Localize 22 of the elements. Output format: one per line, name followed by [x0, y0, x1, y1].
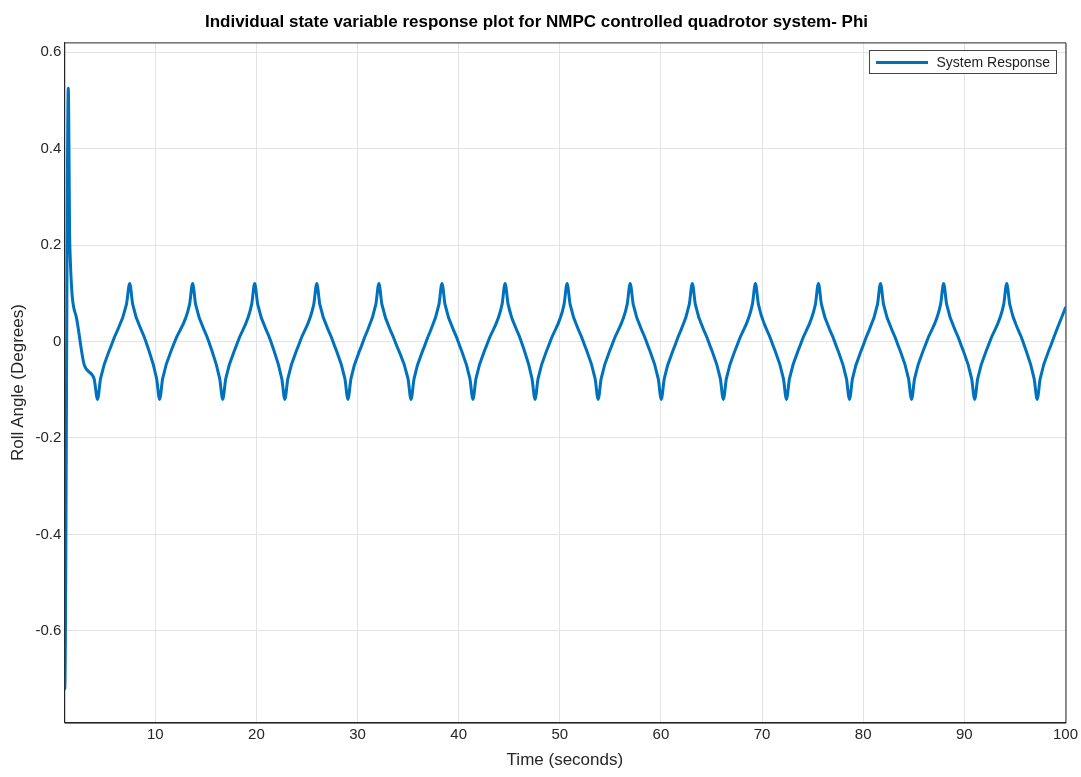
- y-tick-label: 0.4: [40, 138, 62, 156]
- x-tick-label: 30: [349, 724, 366, 742]
- x-tick-label: 10: [146, 724, 164, 742]
- line-series: [64, 86, 1066, 691]
- x-tick-label: 50: [551, 724, 569, 742]
- chart-title: Individual state variable response plot for NMPC controlled quadrotor system- Phi: [204, 11, 869, 31]
- y-axis-title: Roll Angle (Degrees): [7, 304, 27, 461]
- y-tick-label: 0: [52, 331, 62, 349]
- y-tick-label: 0.2: [40, 235, 62, 253]
- x-tick-label: 60: [652, 724, 670, 742]
- x-axis-title: Time (seconds): [506, 750, 624, 770]
- legend-label: System Response: [936, 54, 1051, 71]
- x-tick-label: 90: [956, 724, 973, 742]
- y-tick-label: -0.6: [35, 621, 62, 639]
- y-tick-label: 0.6: [40, 42, 62, 60]
- y-tick-label: -0.2: [35, 428, 62, 446]
- x-tick-label: 100: [1052, 724, 1078, 742]
- y-tick-label: -0.4: [35, 524, 62, 542]
- x-tick-label: 80: [854, 724, 872, 742]
- x-tick-label: 40: [450, 724, 468, 742]
- x-tick-label: 20: [248, 724, 265, 742]
- x-tick-label: 70: [753, 724, 771, 742]
